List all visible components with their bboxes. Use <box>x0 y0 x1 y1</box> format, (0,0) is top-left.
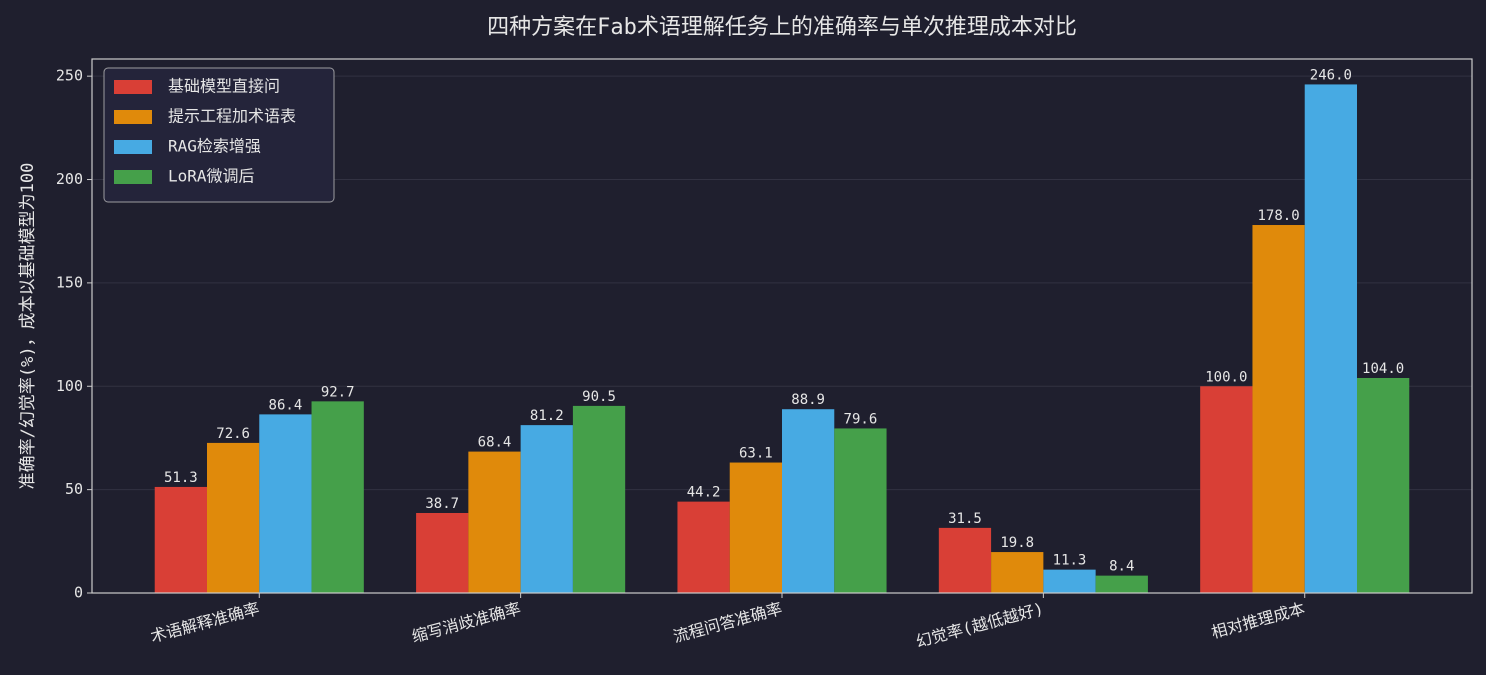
bar <box>572 405 626 593</box>
bar <box>259 414 312 593</box>
value-label: 92.7 <box>321 384 355 400</box>
legend-box <box>103 67 335 203</box>
value-label: 38.7 <box>425 496 459 512</box>
value-label: 51.3 <box>164 470 198 486</box>
bar <box>677 501 730 593</box>
legend-swatch <box>114 110 152 124</box>
value-label: 68.4 <box>478 435 512 451</box>
legend-label: 基础模型直接问 <box>168 77 280 96</box>
legend-swatch <box>114 140 152 154</box>
bar <box>1304 84 1357 593</box>
bar <box>1095 575 1148 593</box>
legend-label: RAG检索增强 <box>168 137 261 156</box>
value-label: 86.4 <box>269 397 303 413</box>
bar <box>1357 377 1410 593</box>
y-tick-label: 150 <box>56 273 83 291</box>
value-label: 44.2 <box>687 485 721 501</box>
value-label: 100.0 <box>1205 369 1247 385</box>
bar <box>311 401 364 593</box>
y-axis-label: 准确率/幻觉率(%)，成本以基础模型为100 <box>18 163 38 490</box>
y-tick-label: 200 <box>56 170 83 188</box>
value-label: 246.0 <box>1310 67 1352 83</box>
value-label: 81.2 <box>530 408 564 424</box>
y-tick-label: 250 <box>56 67 83 85</box>
value-label: 104.0 <box>1362 361 1404 377</box>
bar <box>468 451 521 593</box>
legend-swatch <box>114 80 152 94</box>
value-label: 19.8 <box>1000 535 1034 551</box>
bar <box>520 425 573 593</box>
bar <box>416 512 469 593</box>
value-label: 72.6 <box>216 426 250 442</box>
value-label: 11.3 <box>1053 553 1087 569</box>
bar <box>782 409 835 593</box>
value-label: 31.5 <box>948 511 982 527</box>
bar <box>1252 225 1305 594</box>
y-tick-label: 100 <box>56 377 83 395</box>
value-label: 63.1 <box>739 446 773 462</box>
bar <box>991 552 1044 593</box>
plot-frame <box>91 58 1473 594</box>
bar <box>729 462 782 593</box>
y-tick-label: 0 <box>74 584 83 602</box>
legend-swatch <box>114 170 152 184</box>
value-label: 79.6 <box>844 411 878 427</box>
bar <box>154 486 207 593</box>
value-label: 88.9 <box>791 392 825 408</box>
value-label: 178.0 <box>1258 208 1300 224</box>
bar <box>1200 386 1253 593</box>
value-label: 90.5 <box>582 389 616 405</box>
legend-label: LoRA微调后 <box>168 167 255 186</box>
bar <box>938 527 992 593</box>
legend-label: 提示工程加术语表 <box>168 107 296 126</box>
y-tick-label: 50 <box>65 480 83 498</box>
chart-title: 四种方案在Fab术语理解任务上的准确率与单次推理成本对比 <box>487 15 1077 40</box>
bar <box>207 442 260 593</box>
value-label: 8.4 <box>1109 559 1134 575</box>
bar <box>1043 569 1096 593</box>
bar <box>834 428 887 593</box>
